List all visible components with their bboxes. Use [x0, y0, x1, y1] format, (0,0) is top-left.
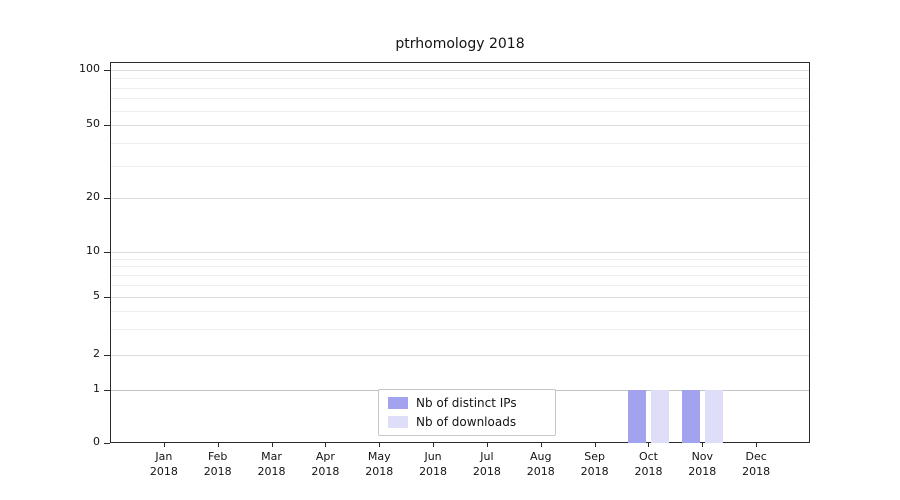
y-tick-label: 50: [86, 117, 100, 130]
legend-swatch: [388, 397, 408, 409]
x-tick-label: Dec 2018: [742, 450, 771, 478]
gridline-minor: [111, 329, 809, 331]
y-tick-label: 2: [93, 347, 100, 360]
bar-downloads: [704, 390, 723, 443]
gridline-minor: [111, 78, 809, 80]
gridline-major: [111, 70, 809, 71]
gridline-minor: [111, 266, 809, 268]
x-tick-mark: [217, 443, 219, 447]
gridline-major: [111, 252, 809, 253]
bar-distinct-ips: [627, 390, 646, 443]
gridline-minor: [111, 311, 809, 313]
gridline-minor: [111, 142, 809, 144]
y-tick-mark: [104, 198, 110, 199]
gridline-minor: [111, 98, 809, 100]
x-tick-mark: [540, 443, 542, 447]
gridline-major: [111, 355, 809, 356]
y-tick-label: 0: [93, 435, 100, 448]
y-tick-label: 10: [86, 244, 100, 257]
legend-entry: Nb of distinct IPs: [388, 396, 546, 410]
legend: Nb of distinct IPs Nb of downloads: [378, 389, 556, 436]
x-tick-label: Jan 2018: [149, 450, 178, 478]
gridline-minor: [111, 285, 809, 287]
bar-distinct-ips: [681, 390, 700, 443]
y-tick-mark: [104, 70, 110, 71]
y-tick-mark: [104, 443, 110, 444]
legend-swatch: [388, 416, 408, 428]
x-tick-label: Mar 2018: [257, 450, 286, 478]
legend-entry: Nb of downloads: [388, 415, 546, 429]
x-tick-mark: [486, 443, 488, 447]
y-tick-label: 100: [79, 62, 100, 75]
legend-label: Nb of downloads: [416, 415, 517, 429]
gridline-minor: [111, 110, 809, 112]
x-tick-label: Apr 2018: [311, 450, 340, 478]
gridline-minor: [111, 275, 809, 277]
x-tick-label: Oct 2018: [634, 450, 663, 478]
y-tick-label: 5: [93, 289, 100, 302]
x-tick-label: Aug 2018: [526, 450, 555, 478]
gridline-major: [111, 198, 809, 199]
x-tick-mark: [325, 443, 327, 447]
x-tick-label: Jun 2018: [419, 450, 448, 478]
y-tick-mark: [104, 252, 110, 253]
x-tick-mark: [756, 443, 758, 447]
x-tick-label: Sep 2018: [580, 450, 609, 478]
x-tick-mark: [379, 443, 381, 447]
gridline-minor: [111, 165, 809, 167]
gridline-major: [111, 297, 809, 298]
x-tick-label: May 2018: [365, 450, 394, 478]
x-tick-mark: [163, 443, 165, 447]
gridline-minor: [111, 87, 809, 89]
x-tick-label: Feb 2018: [203, 450, 232, 478]
x-tick-label: Nov 2018: [688, 450, 717, 478]
y-tick-mark: [104, 125, 110, 126]
x-tick-label: Jul 2018: [472, 450, 501, 478]
y-tick-label: 1: [93, 382, 100, 395]
y-tick-label: 20: [86, 190, 100, 203]
chart-title: ptrhomology 2018: [395, 36, 525, 52]
x-tick-mark: [648, 443, 650, 447]
x-tick-mark: [702, 443, 704, 447]
x-tick-mark: [271, 443, 273, 447]
y-tick-mark: [104, 390, 110, 391]
y-tick-mark: [104, 355, 110, 356]
y-tick-mark: [104, 297, 110, 298]
gridline-major: [111, 125, 809, 126]
bar-downloads: [650, 390, 669, 443]
gridline-minor: [111, 258, 809, 260]
legend-label: Nb of distinct IPs: [416, 396, 517, 410]
x-tick-mark: [594, 443, 596, 447]
x-tick-mark: [433, 443, 435, 447]
